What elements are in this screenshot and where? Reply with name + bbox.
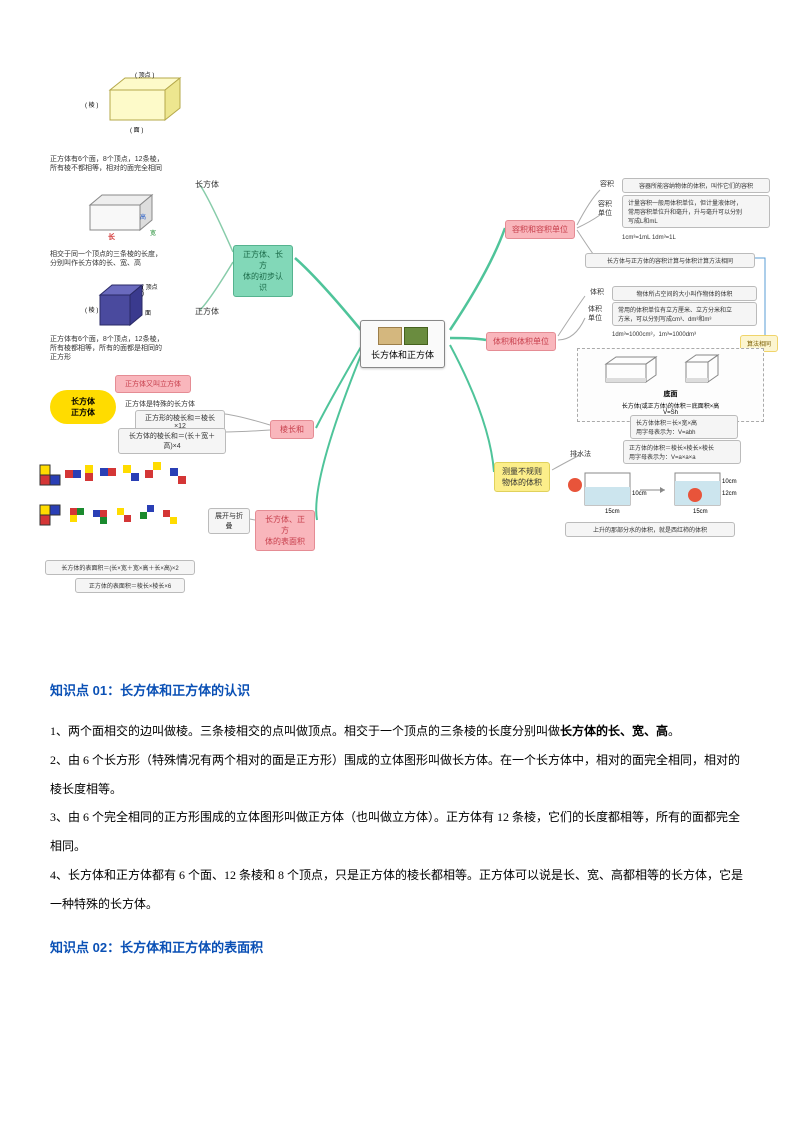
label-edge: ( 棱 ): [85, 100, 98, 109]
center-label: 长方体和正方体: [371, 350, 434, 360]
cube-alt-name: 正方体又叫立方体: [115, 375, 191, 393]
label-vertex: ( 顶点 ): [135, 70, 154, 79]
kp01-p3: 3、由 6 个完全相同的正方形围成的立体图形叫做正方体（也叫做立方体）。正方体有…: [50, 803, 744, 861]
rongji-method: 长方体与正方体的容积计算与体积计算方法相同: [585, 253, 755, 268]
label-cube-sub: 正方体: [195, 307, 219, 317]
cube-diagram: ( 顶点 ) ( 棱 ) 面: [90, 280, 160, 335]
tiji-label: 体积: [590, 288, 604, 297]
cuboid-lwh: 高 宽 长: [80, 190, 170, 245]
svg-text:12cm: 12cm: [722, 491, 737, 497]
branch-intro: 正方体、长方 体的初步认识: [233, 245, 293, 297]
yellow-oval: 长方体 正方体: [50, 390, 116, 424]
rongji-unit-text: 计量容积一般用体积单位，但计量液体时， 常用容积单位升和毫升，升与毫升可以分别 …: [622, 195, 770, 228]
unfold-shapes: [35, 460, 205, 550]
kp01-p1c: 。: [668, 724, 680, 738]
rongji-label: 容积: [600, 180, 614, 189]
special-text: 正方体是特殊的长方体: [125, 400, 195, 409]
branch-irregular: 测量不规则 物体的体积: [494, 462, 550, 492]
tiji-unit-text: 常用的体积单位有立方厘米、立方分米和立 方米，可以分别写成cm³、dm³和m³: [612, 302, 757, 326]
tiji-text: 物体所占空间的大小叫作物体的体积: [612, 286, 757, 301]
kp01-p2: 2、由 6 个长方形（特殊情况有两个相对的面是正方形）围成的立体图形叫做长方体。…: [50, 746, 744, 804]
sa-cuboid: 长方体的表面积＝(长×宽＋宽×高＋长×高)×2: [45, 560, 195, 575]
drain-label: 排水法: [570, 450, 591, 459]
tiji-unit-label: 体积 单位: [588, 305, 602, 323]
svg-text:15cm: 15cm: [605, 509, 620, 515]
sa-cube: 正方体的表面积＝棱长×棱长×6: [75, 578, 185, 593]
tiji-conv: 1dm³=1000cm³，1m³=1000dm³: [612, 332, 696, 340]
drain-text: 上升的那部分水的体积，就是西红柿的体积: [565, 522, 735, 537]
branch-capacity: 容积和容积单位: [505, 220, 575, 239]
svg-text:10cm: 10cm: [632, 491, 647, 497]
center-node: 长方体和正方体: [360, 320, 445, 368]
cube-desc: 正方体有6个面，8个顶点，12条棱， 所有棱都相等，所有的面都是相同的 正方形: [50, 335, 190, 362]
rongji-conv: 1cm³=1mL 1dm³=1L: [622, 235, 676, 243]
kp01-p4: 4、长方体和正方体都有 6 个面、12 条棱和 8 个顶点，只是正方体的棱长都相…: [50, 861, 744, 919]
volume-formula-box: 底面 长方体(或正方体)的体积＝底面积×高 V=Sh: [577, 348, 764, 422]
kp01-title: 知识点 01：长方体和正方体的认识: [50, 680, 744, 699]
svg-text:15cm: 15cm: [693, 509, 708, 515]
branch-surface-area: 长方体、正方 体的表面积: [255, 510, 315, 551]
label-face: ( 面 ): [130, 125, 143, 134]
edge-desc: 相交于同一个顶点的三条棱的长度， 分别叫作长方体的长、宽、高: [50, 250, 190, 268]
branch-edge-sum: 棱长和: [270, 420, 314, 439]
mindmap-diagram: 长方体和正方体 正方体、长方 体的初步认识 棱长和 长方体、正方 体的表面积 容…: [0, 0, 794, 620]
cuboid-desc: 正方体有6个面，8个顶点，12条棱， 所有棱不都相等，相对的面完全相同: [50, 155, 190, 173]
kp02-title: 知识点 02：长方体和正方体的表面积: [50, 937, 744, 956]
drain-diagram: 15cm 10cm 15cm 12cm 10cm: [565, 465, 755, 520]
cube-vol-formula: 正方体的体积＝棱长×棱长×棱长 用字母表示为：V=a×a×a: [623, 440, 741, 464]
kp01-p1a: 1、两个面相交的边叫做棱。三条棱相交的点叫做顶点。相交于一个顶点的三条棱的长度分…: [50, 724, 560, 738]
text-section: 知识点 01：长方体和正方体的认识 1、两个面相交的边叫做棱。三条棱相交的点叫做…: [50, 680, 744, 974]
rongji-text: 容器所能容纳物体的体积，叫作它们的容积: [622, 178, 770, 193]
cuboid-vol-formula: 长方体体积＝长×宽×高 用字母表示为：V=abh: [630, 415, 738, 439]
edge-formula-cuboid: 长方体的棱长和＝(长＋宽＋高)×4: [118, 428, 226, 454]
kp01-body: 1、两个面相交的边叫做棱。三条棱相交的点叫做顶点。相交于一个顶点的三条棱的长度分…: [50, 717, 744, 919]
rongji-unit-label: 容积 单位: [598, 200, 612, 218]
cuboid-diagram-top: ( 顶点 ) ( 棱 ) ( 面 ): [90, 70, 200, 140]
label-height: 高: [140, 212, 146, 221]
volume-formula-text: 长方体(或正方体)的体积＝底面积×高 V=Sh: [583, 401, 758, 416]
unfold-label: 展开与折叠: [208, 508, 250, 534]
bottom-face-label: 底面: [583, 389, 758, 399]
branch-volume: 体积和体积单位: [486, 332, 556, 351]
svg-text:10cm: 10cm: [722, 479, 737, 485]
label-cuboid-sub: 长方体: [195, 180, 219, 190]
label-width: 宽: [150, 228, 156, 237]
kp01-p1b: 长方体的长、宽、高: [560, 724, 668, 738]
label-length: 长: [108, 232, 115, 242]
